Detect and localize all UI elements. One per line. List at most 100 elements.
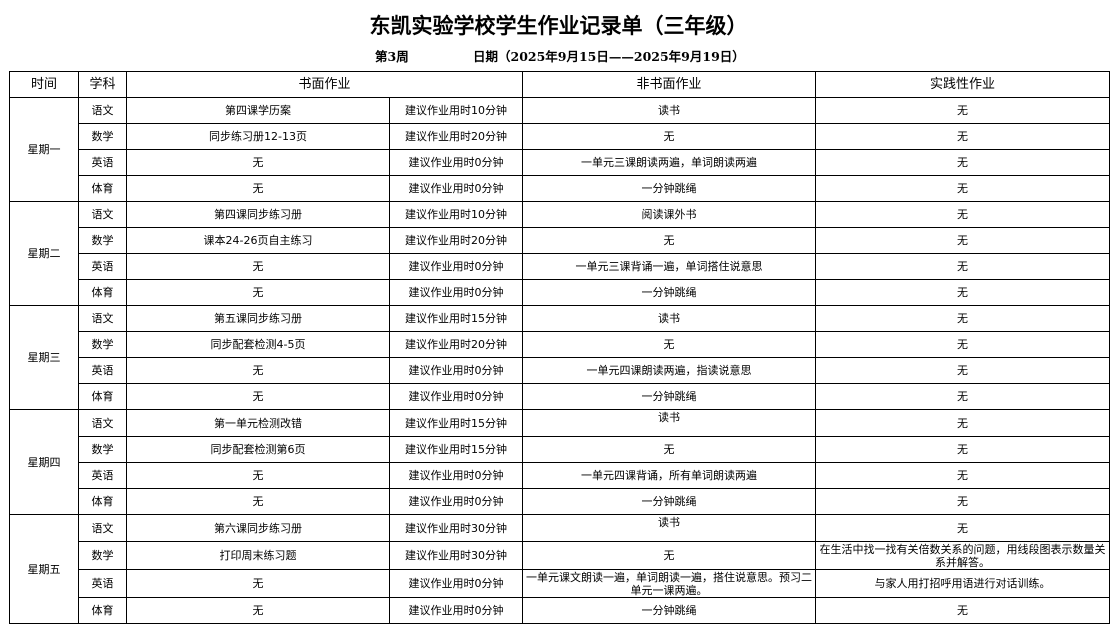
written-cell: 无 [126, 383, 390, 410]
table-row: 英语无建议作业用时0分钟 一单元四课背诵，所有单词朗读两遍无 [10, 462, 1111, 489]
nonwritten-cell: 读书 [522, 409, 817, 437]
time-cell: 建议作业用时10分钟 [388, 201, 524, 228]
subject-cell: 英语 [78, 149, 127, 176]
written-cell: 同步练习册12-13页 [126, 123, 390, 150]
time-cell: 建议作业用时20分钟 [388, 331, 524, 358]
written-cell: 无 [126, 488, 390, 515]
nonwritten-cell: 无 [522, 436, 817, 463]
nonwritten-cell: 一单元四课背诵，所有单词朗读两遍 [522, 462, 817, 489]
nonwritten-cell: 一单元四课朗读两遍，指读说意思 [522, 357, 817, 384]
subject-cell: 英语 [78, 253, 127, 280]
practice-cell: 无 [815, 383, 1111, 410]
nonwritten-cell: 无 [522, 123, 817, 150]
day-cell: 星期五 [9, 514, 79, 624]
nonwritten-cell: 读书 [522, 305, 817, 332]
nonwritten-cell: 一分钟跳绳 [522, 175, 817, 202]
nonwritten-cell: 一单元三课背诵一遍，单词搭住说意思 [522, 253, 817, 280]
subject-cell: 英语 [78, 357, 127, 384]
practice-cell: 在生活中找一找有关倍数关系的问题，用线段图表示数量关系并解答。 [815, 541, 1111, 570]
nonwritten-cell: 无 [522, 331, 817, 358]
practice-cell: 无 [815, 462, 1111, 489]
time-cell: 建议作业用时0分钟 [388, 383, 524, 410]
table-row: 星期一 语文 第四课学历案 建议作业用时10分钟 读书无 [9, 97, 1111, 202]
table-row: 数学 同步练习册12-13页 建议作业用时20分钟无无 [10, 123, 1111, 150]
practice-cell: 与家人用打招呼用语进行对话训练。 [815, 569, 1111, 598]
subject-cell: 英语 [78, 569, 127, 598]
nonwritten-cell: 一单元课文朗读一遍，单词朗读一遍，搭住说意思。预习二单元一课两遍。 [522, 569, 817, 598]
time-cell: 建议作业用时15分钟 [388, 436, 524, 463]
subject-cell: 语文 [78, 514, 127, 542]
time-cell: 建议作业用时0分钟 [388, 597, 524, 624]
page-title: 东凯实验学校学生作业记录单（三年级） [369, 13, 748, 38]
written-cell: 第六课同步练习册 [126, 514, 390, 542]
written-cell: 第四课学历案 [126, 97, 390, 124]
written-cell: 第五课同步练习册 [126, 305, 390, 332]
practice-cell: 无 [815, 149, 1111, 176]
time-cell: 建议作业用时0分钟 [388, 149, 524, 176]
time-cell: 建议作业用时0分钟 [388, 462, 524, 489]
subject-cell: 语文 [78, 201, 127, 228]
written-cell: 同步配套检测4-5页 [126, 331, 390, 358]
subject-cell: 数学 [78, 123, 127, 150]
table-row: 星期三 语文 第五课同步练习册 建议作业用时15分钟 读书无 [9, 305, 1111, 410]
subject-cell: 数学 [78, 227, 127, 254]
practice-cell: 无 [815, 201, 1111, 228]
practice-cell: 无 [815, 357, 1111, 384]
date-range: 日期（2025年9月15日——2025年9月19日） [473, 49, 745, 64]
time-cell: 建议作业用时0分钟 [388, 357, 524, 384]
written-cell: 打印周末练习题 [126, 541, 390, 570]
table-row: 数学 同步配套检测4-5页 建议作业用时20分钟无无 [10, 331, 1111, 358]
header-practice: 实践性作业 [815, 71, 1111, 98]
table-row: 数学 同步配套检测第6页 建议作业用时15分钟无无 [10, 436, 1111, 463]
written-cell: 无 [126, 253, 390, 280]
day-cell: 星期一 [9, 97, 79, 202]
day-cell: 星期三 [9, 305, 79, 410]
subject-cell: 体育 [78, 383, 127, 410]
written-cell: 无 [126, 175, 390, 202]
header-nonwritten: 非书面作业 [522, 71, 817, 98]
time-cell: 建议作业用时0分钟 [388, 175, 524, 202]
written-cell: 第四课同步练习册 [126, 201, 390, 228]
table-row: 英语无建议作业用时0分钟 一单元课文朗读一遍，单词朗读一遍，搭住说意思。预习二单元… [10, 569, 1111, 598]
practice-cell: 无 [815, 488, 1111, 515]
practice-cell: 无 [815, 279, 1111, 306]
table-row: 体育无建议作业用时0分钟 一分钟跳绳无 [10, 597, 1111, 624]
nonwritten-cell: 一分钟跳绳 [522, 383, 817, 410]
table-row: 体育无建议作业用时0分钟 一分钟跳绳无 [10, 279, 1111, 306]
subject-cell: 体育 [78, 597, 127, 624]
table-row: 英语无建议作业用时0分钟 一单元三课朗读两遍，单词朗读两遍无 [10, 149, 1111, 176]
written-cell: 第一单元检测改错 [126, 409, 390, 437]
subject-cell: 语文 [78, 305, 127, 332]
practice-cell: 无 [815, 305, 1111, 332]
time-cell: 建议作业用时0分钟 [388, 253, 524, 280]
written-cell: 无 [126, 149, 390, 176]
subject-cell: 数学 [78, 331, 127, 358]
subject-cell: 体育 [78, 279, 127, 306]
table-row: 数学 打印周末练习题 建议作业用时30分钟无在生活中找一找有关倍数关系的问题，用线段… [10, 541, 1111, 570]
header-row: 时间 学科 书面作业 非书面作业 实践性作业 [9, 71, 1111, 98]
day-cell: 星期二 [9, 201, 79, 306]
time-cell: 建议作业用时30分钟 [388, 514, 524, 542]
time-cell: 建议作业用时20分钟 [388, 227, 524, 254]
subject-cell: 语文 [78, 97, 127, 124]
subject-cell: 数学 [78, 436, 127, 463]
time-cell: 建议作业用时0分钟 [388, 279, 524, 306]
written-cell: 无 [126, 462, 390, 489]
practice-cell: 无 [815, 597, 1111, 624]
time-cell: 建议作业用时10分钟 [388, 97, 524, 124]
table-row: 数学 课本24-26页自主练习 建议作业用时20分钟无无 [10, 227, 1111, 254]
nonwritten-cell: 读书 [522, 514, 817, 542]
day-cell: 星期四 [9, 409, 79, 515]
practice-cell: 无 [815, 123, 1111, 150]
practice-cell: 无 [815, 97, 1111, 124]
subject-cell: 数学 [78, 541, 127, 570]
written-cell: 无 [126, 279, 390, 306]
time-cell: 建议作业用时0分钟 [388, 488, 524, 515]
practice-cell: 无 [815, 227, 1111, 254]
time-cell: 建议作业用时20分钟 [388, 123, 524, 150]
nonwritten-cell: 一分钟跳绳 [522, 488, 817, 515]
time-cell: 建议作业用时15分钟 [388, 409, 524, 437]
written-cell: 无 [126, 597, 390, 624]
subject-cell: 体育 [78, 175, 127, 202]
table-row: 星期五 语文 第六课同步练习册 建议作业用时30分钟 读书无 [9, 514, 1111, 624]
